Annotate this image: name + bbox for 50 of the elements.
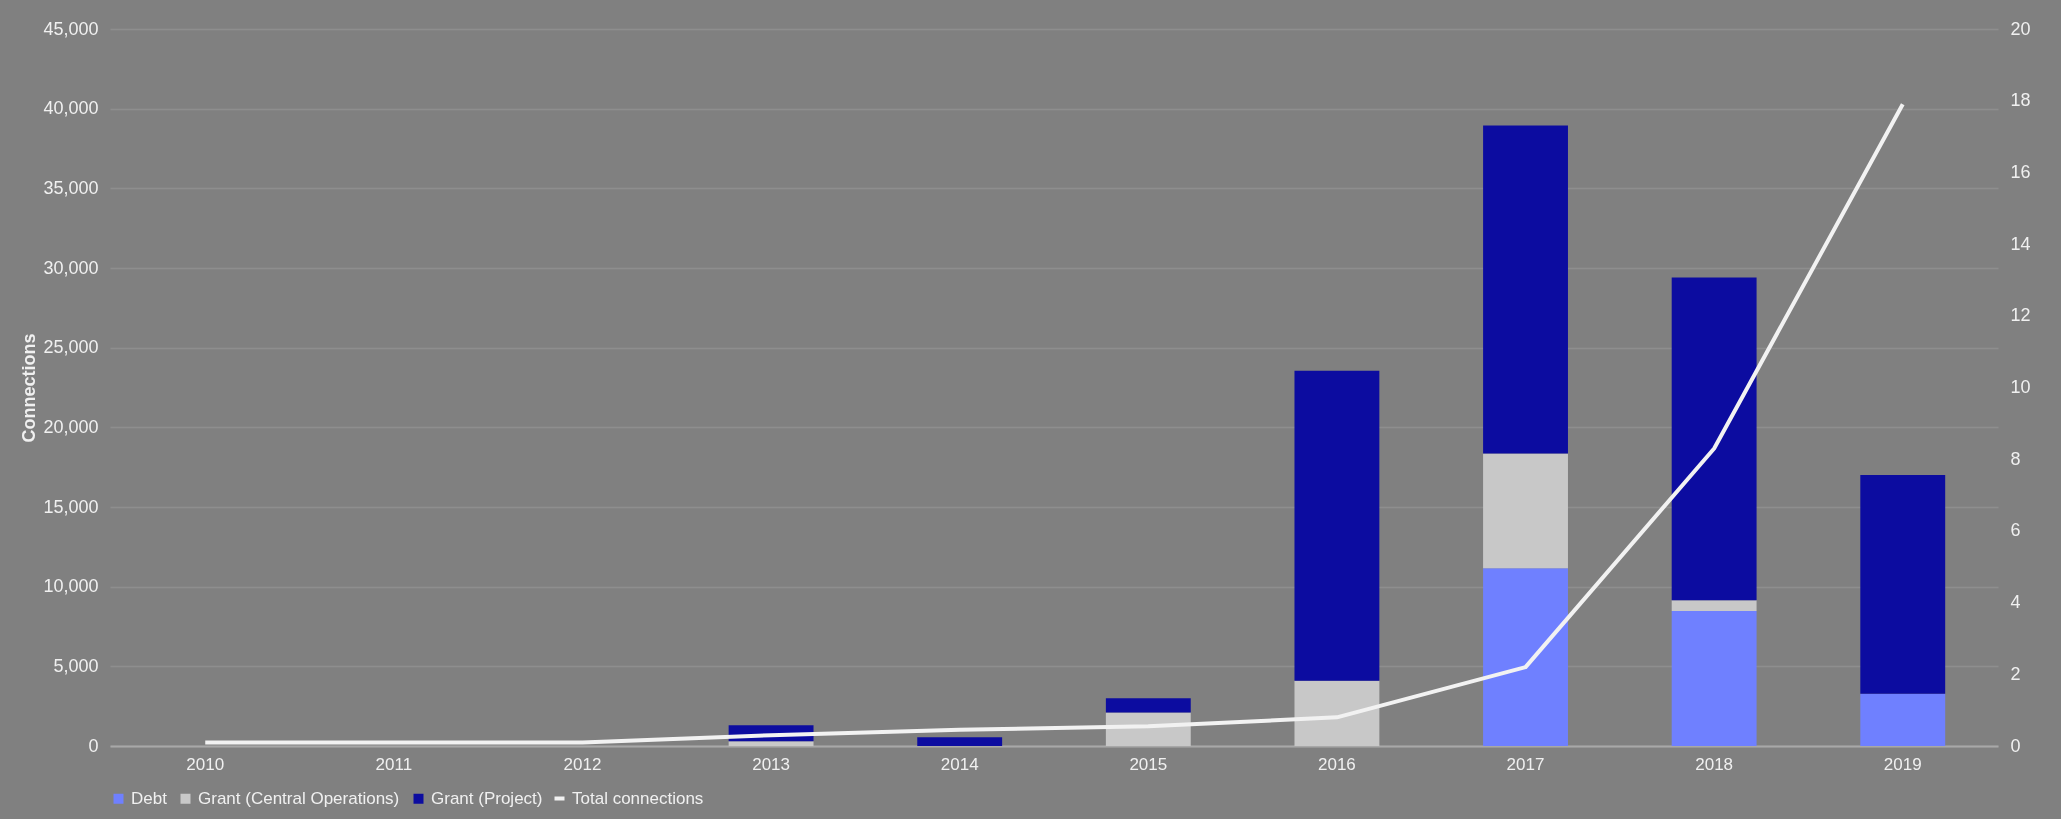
legend-label: Debt	[131, 788, 168, 808]
y2-tick-label: 0	[2010, 735, 2021, 756]
y2-tick-label: 18	[2010, 90, 2031, 111]
y-tick-label: 5,000	[53, 655, 99, 676]
x-tick-label: 2017	[1506, 754, 1545, 774]
bar	[728, 741, 814, 746]
y2-tick-label: 10	[2010, 377, 2031, 397]
x-tick-label: 2015	[1129, 754, 1168, 774]
y-tick-label: 35,000	[43, 177, 99, 198]
y-tick-label: 30,000	[43, 257, 99, 278]
y2-tick-label: 20	[2010, 18, 2031, 39]
line-series	[203, 102, 1905, 745]
y2-tick-label: 12	[2010, 305, 2031, 326]
y2-tick-label: 14	[2010, 233, 2031, 254]
bar	[1294, 370, 1380, 681]
y-axis-title: Connections	[19, 333, 40, 443]
bar	[1483, 453, 1568, 569]
y-tick-label: 0	[88, 735, 99, 756]
bar	[1671, 600, 1757, 612]
x-tick-label: 2014	[940, 754, 979, 774]
y-tick-label: 15,000	[43, 496, 99, 517]
bar	[1671, 611, 1757, 746]
x-tick-label: 2013	[752, 754, 790, 774]
x-tick-label: 2012	[563, 754, 602, 774]
y2-tick-label: 16	[2010, 161, 2031, 182]
bar	[1294, 680, 1380, 746]
y2-tick-label: 4	[2010, 592, 2021, 613]
y-tick-label: 40,000	[43, 98, 99, 119]
y-tick-label: 45,000	[43, 18, 99, 39]
x-tick-label: 2010	[186, 754, 225, 774]
y-tick-label: 25,000	[43, 337, 99, 358]
bar	[1483, 568, 1568, 746]
y-tick-label: 20,000	[43, 416, 99, 437]
y2-tick-label: 2	[2010, 663, 2021, 684]
y2-tick-label: 6	[2010, 520, 2021, 541]
bar	[917, 737, 1003, 746]
x-tick-label: 2018	[1695, 754, 1734, 774]
x-tick-label: 2016	[1318, 754, 1356, 774]
legend-label: Total connections	[572, 788, 704, 808]
legend-label: Grant (Central Operations)	[198, 788, 400, 808]
bar	[1671, 277, 1757, 601]
x-tick-label: 2019	[1883, 754, 1922, 774]
x-tick-label: 2011	[375, 754, 413, 774]
bar	[1860, 474, 1946, 694]
bar	[1105, 698, 1191, 713]
legend-label: Grant (Project)	[431, 788, 543, 808]
y-tick-label: 10,000	[43, 576, 99, 597]
bar	[1483, 125, 1568, 454]
y2-tick-label: 8	[2010, 448, 2021, 469]
bar	[1860, 693, 1946, 746]
